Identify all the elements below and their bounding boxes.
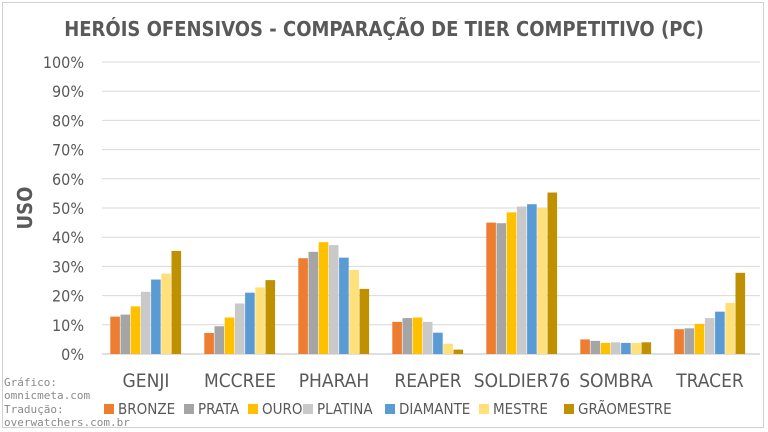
bar-reaper-prata (402, 318, 413, 354)
legend-swatch (564, 404, 574, 414)
x-category-label: GENJI (123, 370, 170, 392)
credit-chart-source: omnicmeta.com (4, 389, 91, 402)
bar-pharah-diamante (339, 257, 349, 354)
bar-pharah-platina (328, 245, 339, 354)
x-category-label: SOMBRA (579, 370, 653, 392)
legend-label: GRÃOMESTRE (578, 399, 672, 418)
bar-genji-ouro (130, 306, 141, 354)
bar-tracer-ouro (694, 323, 705, 354)
bar-mccree-ouro (224, 317, 235, 354)
bar-soldier76-grãomestre (547, 192, 558, 354)
y-tick-label: 0% (61, 345, 84, 364)
legend-label: PLATINA (317, 400, 373, 418)
y-tick-label: 60% (52, 170, 84, 189)
bar-soldier76-ouro (506, 212, 517, 354)
y-tick-label: 90% (52, 82, 84, 101)
x-category-label: SOLDIER76 (474, 370, 570, 392)
x-category-label: REAPER (394, 370, 461, 392)
bar-mccree-diamante (245, 292, 255, 354)
bar-genji-mestre (161, 273, 171, 354)
y-tick-label: 10% (52, 316, 84, 335)
legend-label: PRATA (198, 400, 240, 418)
y-tick-label: 70% (52, 141, 84, 160)
bar-sombra-grãomestre (641, 342, 652, 354)
bar-soldier76-bronze (486, 222, 496, 354)
bar-reaper-platina (422, 321, 433, 354)
bar-sombra-ouro (600, 342, 611, 354)
legend-swatch (104, 404, 114, 414)
bar-soldier76-diamante (527, 204, 537, 354)
bar-tracer-grãomestre (735, 272, 746, 354)
bar-genji-grãomestre (171, 250, 182, 354)
bar-pharah-mestre (349, 269, 359, 354)
chart-frame (2, 2, 764, 428)
bar-reaper-grãomestre (453, 349, 464, 354)
credit-translation-label: Tradução: (4, 403, 64, 416)
bar-mccree-grãomestre (265, 280, 276, 354)
legend-label: DIAMANTE (399, 400, 470, 418)
bar-pharah-ouro (318, 242, 329, 354)
bar-tracer-bronze (674, 329, 684, 354)
bar-mccree-platina (234, 303, 245, 354)
x-category-label: MCCREE (204, 370, 276, 392)
bar-genji-diamante (151, 279, 161, 354)
bar-sombra-bronze (580, 339, 590, 354)
credit-chart-label: Gráfico: (4, 376, 57, 389)
legend-label: BRONZE (118, 400, 175, 418)
bar-soldier76-platina (516, 206, 527, 354)
bar-tracer-prata (684, 328, 695, 354)
bar-sombra-diamante (621, 342, 631, 354)
y-tick-label: 40% (52, 228, 84, 247)
bar-reaper-diamante (433, 332, 443, 354)
bar-tracer-diamante (715, 311, 725, 354)
bar-reaper-bronze (392, 321, 402, 354)
bar-sombra-mestre (631, 342, 641, 354)
chart-title: HERÓIS OFENSIVOS - COMPARAÇÃO DE TIER CO… (64, 17, 704, 41)
bar-genji-prata (120, 314, 131, 354)
bar-reaper-mestre (443, 343, 453, 354)
legend-swatch (248, 404, 258, 414)
x-category-label: TRACER (675, 370, 744, 392)
y-tick-label: 20% (52, 287, 84, 306)
y-tick-label: 30% (52, 257, 84, 276)
bar-mccree-prata (214, 326, 225, 354)
bar-mccree-mestre (255, 287, 265, 354)
bar-pharah-bronze (298, 258, 308, 354)
y-tick-label: 80% (52, 111, 84, 130)
legend-swatch (479, 404, 489, 414)
bar-reaper-ouro (412, 317, 423, 354)
legend-label: OURO (262, 400, 303, 418)
legend-swatch (385, 404, 395, 414)
bar-tracer-mestre (725, 302, 735, 354)
y-tick-label: 50% (52, 199, 84, 218)
bar-genji-bronze (110, 316, 120, 354)
bar-tracer-platina (704, 318, 715, 354)
bar-mccree-bronze (204, 332, 214, 354)
legend-label: MESTRE (493, 400, 548, 418)
legend-swatch (184, 404, 194, 414)
credit-translation-source: overwatchers.com.br (4, 416, 130, 429)
y-tick-label: 100% (43, 53, 84, 72)
bar-genji-platina (140, 291, 151, 354)
bar-sombra-platina (610, 342, 621, 354)
bar-pharah-grãomestre (359, 288, 370, 354)
x-category-label: PHARAH (299, 370, 370, 392)
bar-soldier76-mestre (537, 208, 547, 354)
bar-sombra-prata (590, 340, 601, 354)
bar-pharah-prata (308, 251, 319, 354)
legend-swatch (303, 404, 313, 414)
y-axis-label: USO (13, 187, 37, 230)
bar-soldier76-prata (496, 223, 507, 354)
